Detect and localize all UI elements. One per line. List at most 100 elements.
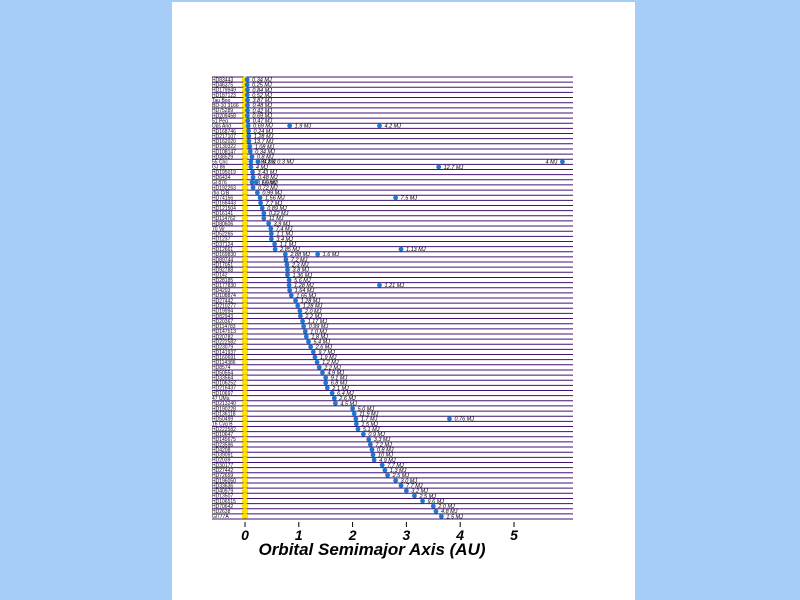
host-star-marker: [241, 148, 249, 155]
chart-row: HD6434 0.48 MJ: [212, 174, 573, 181]
chart-row: HD209458 0.69 MJ: [212, 112, 573, 119]
planet-mass-label: 1.64 MJ: [295, 288, 315, 294]
planet-mass-label: 4 MJ: [256, 165, 268, 171]
planet-point: [250, 169, 255, 175]
planet-point: [286, 282, 292, 288]
chart-row: HD141937 9.7 MJ: [212, 348, 573, 356]
star-name-label: HD52265: [212, 232, 233, 238]
planet-mass-label: 0.72 MJ: [258, 185, 278, 191]
chart-row: HD46375 0.25 MJ: [212, 81, 573, 89]
host-star-marker: [241, 138, 249, 145]
star-name-label: HD20367: [212, 319, 233, 325]
star-name-label: HD168443: [212, 201, 236, 207]
planet-mass-label: 1.0 MJ: [310, 329, 327, 335]
planet-point: [250, 185, 256, 190]
planet-mass-label: 1.2 MJ: [322, 360, 339, 366]
star-name-label: HD33564: [212, 375, 233, 381]
planet-mass-label: 0.47 MJ: [253, 119, 273, 125]
chart-row: HD192263 0.72 MJ: [212, 184, 573, 191]
star-name-label: HD114783: [212, 324, 236, 330]
chart-row: HD4208 0.8 MJ: [212, 446, 573, 454]
planet-point: [259, 205, 265, 211]
star-name-label: HD217107: [212, 134, 236, 140]
star-name-label: HD162020: [212, 139, 236, 145]
planet-mass-label: 3.4 MJ: [276, 237, 293, 243]
host-star-marker: [241, 477, 249, 484]
host-star-marker: [241, 405, 249, 412]
host-star-marker: [241, 456, 249, 464]
chart-row: Gl 876 0.56 MJ1.9 MJ: [212, 179, 573, 186]
chart-row: HD20367 1.17 MJ: [212, 317, 573, 325]
planet-mass-label: 3.3 MJ: [374, 437, 391, 443]
planet-point: [312, 354, 318, 360]
star-name-label: rho CrB: [212, 190, 230, 196]
chart-row: HD4203 1.64 MJ: [212, 287, 573, 294]
planet-point: [244, 82, 250, 88]
chart-row: HD75289 0.42 MJ: [212, 107, 573, 114]
planet-mass-label: 1.28 MJ: [294, 283, 314, 289]
chart-row: HD83443 0.34 MJ: [212, 76, 573, 83]
star-name-label: HD108874: [212, 293, 236, 299]
planet-point: [303, 334, 309, 339]
planet-point: [258, 200, 263, 206]
planet-mass-label: 2.1 MJ: [331, 386, 349, 392]
host-star-marker: [241, 287, 249, 294]
star-name-label: HD195019: [212, 170, 236, 176]
host-star-marker: [241, 451, 249, 458]
star-name-label: GJ 86: [212, 165, 226, 171]
star-name-label: 70 Vir: [212, 226, 225, 232]
chart-row: HD147513 1.0 MJ: [212, 328, 573, 335]
planet-point: [245, 123, 251, 129]
star-name-label: HD4208: [212, 447, 231, 453]
planet-mass-label: 7.7 MJ: [266, 201, 283, 207]
chart-row: HD2638 4.8 MJ: [212, 508, 573, 515]
star-name-label: HD30177: [212, 463, 233, 469]
planet-point: [324, 385, 330, 391]
chart-row: HD106252 6.8 MJ: [212, 379, 573, 387]
star-name-label: HD16141: [212, 211, 233, 217]
chart-row: HD23596 7.2 MJ: [212, 441, 573, 448]
chart-row: HD177830 1.28 MJ 1.21 MJ: [212, 281, 573, 289]
host-star-marker: [241, 174, 249, 181]
chart-row: HD114386 1.2 MJ: [212, 359, 573, 366]
star-name-label: Gl777A: [212, 514, 229, 520]
planet-mass-label: 0.9 MJ: [368, 432, 385, 438]
star-name-label: HD196050: [212, 478, 236, 484]
planet-point: [261, 210, 267, 216]
host-star-marker: [241, 384, 249, 392]
planet-mass-label: 2.5 MJ: [418, 494, 436, 500]
star-name-label: HD2039: [212, 458, 231, 464]
planet-point: [560, 159, 565, 165]
planet-point: [371, 457, 377, 463]
chart-row: HD114762 11 MJ: [212, 215, 573, 222]
planet-mass-label: 4.9 MJ: [379, 458, 396, 464]
chart-row: HD108147 0.34 MJ: [212, 148, 573, 155]
host-star-marker: [241, 441, 249, 448]
star-name-label: HD114762: [212, 216, 236, 222]
chart-row: HD92788 3.8 MJ: [212, 266, 573, 274]
chart-row: HD33564 9.1 MJ: [212, 374, 573, 382]
planet-point: [285, 267, 290, 273]
planet-point: [285, 272, 290, 278]
host-star-marker: [241, 333, 249, 340]
star-name-label: HD89744: [212, 257, 233, 263]
planet-mass-label: 0.48 MJ: [252, 103, 272, 109]
planet-point: [245, 102, 250, 108]
chart-row: HD52265 1.1 MJ: [212, 230, 573, 238]
star-name-label: HD213240: [212, 401, 236, 407]
star-name-label: HD27442: [212, 468, 233, 474]
x-tick-label: 4: [455, 527, 464, 543]
star-name-label: HD187123: [212, 93, 236, 99]
planet-mass-label: 1.65 MJ: [296, 293, 316, 299]
chart-row: HD160691 1.9 MJ: [212, 353, 573, 361]
planet-mass-label: 0.22 MJ: [269, 211, 289, 217]
host-star-marker: [241, 143, 249, 150]
planet-point: [287, 287, 293, 293]
star-name-label: HD82943: [212, 314, 233, 320]
planet-point: [247, 143, 253, 149]
host-star-marker: [241, 348, 249, 356]
star-name-label: HD50499: [212, 417, 233, 423]
planet-mass-label: 6.4 MJ: [337, 391, 354, 397]
planet-mass-label: 2.3 MJ: [291, 262, 309, 268]
host-star-marker: [241, 482, 249, 489]
